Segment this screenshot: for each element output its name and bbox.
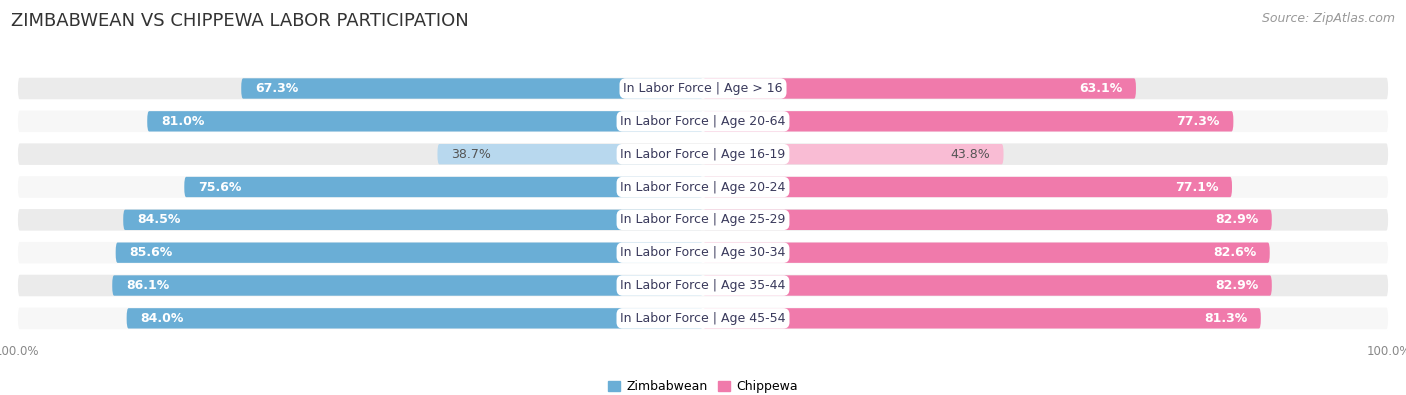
Text: In Labor Force | Age 35-44: In Labor Force | Age 35-44 — [620, 279, 786, 292]
Text: 77.3%: 77.3% — [1177, 115, 1219, 128]
Text: 75.6%: 75.6% — [198, 181, 242, 194]
Text: In Labor Force | Age 25-29: In Labor Force | Age 25-29 — [620, 213, 786, 226]
FancyBboxPatch shape — [703, 308, 1261, 329]
Text: In Labor Force | Age 16-19: In Labor Force | Age 16-19 — [620, 148, 786, 161]
FancyBboxPatch shape — [703, 78, 1136, 99]
Text: 84.0%: 84.0% — [141, 312, 184, 325]
Text: 86.1%: 86.1% — [127, 279, 169, 292]
FancyBboxPatch shape — [17, 274, 1389, 297]
Text: 38.7%: 38.7% — [451, 148, 491, 161]
FancyBboxPatch shape — [437, 144, 703, 164]
Text: In Labor Force | Age 20-64: In Labor Force | Age 20-64 — [620, 115, 786, 128]
FancyBboxPatch shape — [17, 307, 1389, 330]
Text: 63.1%: 63.1% — [1078, 82, 1122, 95]
Text: 77.1%: 77.1% — [1175, 181, 1218, 194]
Text: In Labor Force | Age 30-34: In Labor Force | Age 30-34 — [620, 246, 786, 259]
Text: In Labor Force | Age > 16: In Labor Force | Age > 16 — [623, 82, 783, 95]
Text: 84.5%: 84.5% — [136, 213, 180, 226]
FancyBboxPatch shape — [703, 111, 1233, 132]
Text: 82.6%: 82.6% — [1213, 246, 1256, 259]
FancyBboxPatch shape — [17, 175, 1389, 199]
FancyBboxPatch shape — [127, 308, 703, 329]
FancyBboxPatch shape — [703, 177, 1232, 197]
FancyBboxPatch shape — [703, 243, 1270, 263]
FancyBboxPatch shape — [17, 142, 1389, 166]
FancyBboxPatch shape — [184, 177, 703, 197]
Text: 81.3%: 81.3% — [1204, 312, 1247, 325]
FancyBboxPatch shape — [17, 77, 1389, 100]
Text: 67.3%: 67.3% — [254, 82, 298, 95]
Text: 82.9%: 82.9% — [1215, 279, 1258, 292]
Text: In Labor Force | Age 45-54: In Labor Force | Age 45-54 — [620, 312, 786, 325]
FancyBboxPatch shape — [17, 109, 1389, 133]
FancyBboxPatch shape — [703, 275, 1272, 296]
FancyBboxPatch shape — [115, 243, 703, 263]
FancyBboxPatch shape — [703, 210, 1272, 230]
Text: 85.6%: 85.6% — [129, 246, 173, 259]
Text: 81.0%: 81.0% — [160, 115, 204, 128]
Text: 43.8%: 43.8% — [950, 148, 990, 161]
Text: In Labor Force | Age 20-24: In Labor Force | Age 20-24 — [620, 181, 786, 194]
Text: Source: ZipAtlas.com: Source: ZipAtlas.com — [1261, 12, 1395, 25]
FancyBboxPatch shape — [242, 78, 703, 99]
FancyBboxPatch shape — [112, 275, 703, 296]
Legend: Zimbabwean, Chippewa: Zimbabwean, Chippewa — [607, 380, 799, 393]
FancyBboxPatch shape — [17, 241, 1389, 265]
Text: ZIMBABWEAN VS CHIPPEWA LABOR PARTICIPATION: ZIMBABWEAN VS CHIPPEWA LABOR PARTICIPATI… — [11, 12, 470, 30]
FancyBboxPatch shape — [148, 111, 703, 132]
FancyBboxPatch shape — [17, 208, 1389, 231]
Text: 82.9%: 82.9% — [1215, 213, 1258, 226]
FancyBboxPatch shape — [703, 144, 1004, 164]
FancyBboxPatch shape — [124, 210, 703, 230]
